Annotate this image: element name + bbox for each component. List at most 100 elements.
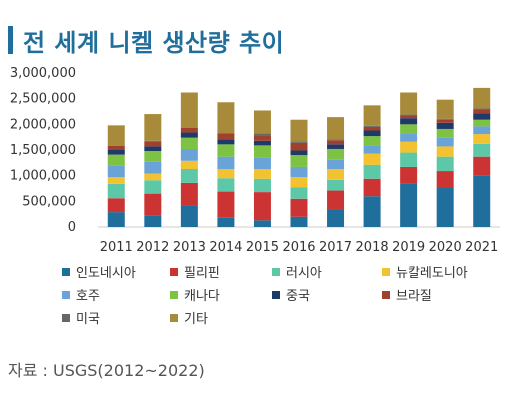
y-tick-label: 0 xyxy=(68,220,76,235)
bar-segment xyxy=(107,145,125,146)
legend-item: 러시아 xyxy=(272,262,322,281)
x-tick-label: 2018 xyxy=(356,240,389,255)
bar-segment xyxy=(290,141,308,143)
x-tick-label: 2012 xyxy=(136,240,169,255)
bar-segment xyxy=(180,137,198,149)
bar-segment xyxy=(473,134,491,144)
bar-segment xyxy=(400,92,418,115)
bar-segment xyxy=(107,198,125,213)
bar-segment xyxy=(253,220,271,227)
bar-segment xyxy=(436,171,454,188)
x-tick-label: 2020 xyxy=(429,240,462,255)
bar-segment xyxy=(253,157,271,169)
bar-segment xyxy=(400,166,418,184)
bar-segment xyxy=(107,145,125,150)
bar-segment xyxy=(180,127,198,133)
bar-segment xyxy=(473,119,491,127)
bar-segment xyxy=(363,130,381,137)
bar-segment xyxy=(107,212,125,227)
chart-title-row: 전 세계 니켈 생산량 추이 xyxy=(8,20,284,60)
x-tick-label: 2013 xyxy=(173,240,206,255)
bar-segment xyxy=(327,159,345,169)
bar-segment xyxy=(327,168,345,180)
bar-segment xyxy=(290,150,308,156)
bar-segment xyxy=(180,160,198,169)
legend-swatch xyxy=(382,267,390,276)
bar-segment xyxy=(436,128,454,138)
bar-segment xyxy=(144,161,162,174)
bar-segment xyxy=(400,124,418,134)
x-tick-label: 2011 xyxy=(100,240,133,255)
bar-segment xyxy=(363,178,381,197)
legend-item: 인도네시아 xyxy=(62,262,136,281)
bar-segment xyxy=(144,173,162,181)
legend-swatch xyxy=(170,290,178,299)
bar-segment xyxy=(107,125,125,146)
bar-segment xyxy=(290,155,308,167)
bar-segment xyxy=(253,140,271,146)
bar-segment xyxy=(473,156,491,176)
bar-segment xyxy=(400,133,418,142)
bar-segment xyxy=(473,126,491,135)
bar-segment xyxy=(473,113,491,120)
bar-segment xyxy=(290,177,308,188)
legend-label: 호주 xyxy=(76,289,100,304)
bar-segment xyxy=(144,146,162,152)
legend-item: 뉴칼레도니아 xyxy=(382,262,468,281)
bar-segment xyxy=(144,140,162,142)
bar-segment xyxy=(180,205,198,227)
bar-segment xyxy=(363,145,381,154)
bar-segment xyxy=(253,192,271,221)
legend-item: 중국 xyxy=(272,285,310,304)
bar-segment xyxy=(217,102,235,134)
bar-segment xyxy=(327,209,345,227)
bar-segment xyxy=(290,166,308,178)
legend-swatch xyxy=(170,267,178,276)
bar-segment xyxy=(400,183,418,227)
bar-segment xyxy=(473,108,491,110)
bar-segment xyxy=(290,142,308,151)
bar-segment xyxy=(363,196,381,227)
bar-segment xyxy=(217,191,235,218)
bar-segment xyxy=(436,187,454,227)
bar-segment xyxy=(180,182,198,206)
x-tick-label: 2017 xyxy=(319,240,352,255)
bar-segment xyxy=(363,153,381,165)
legend-label: 필리핀 xyxy=(184,266,220,281)
bar-segment xyxy=(253,133,271,136)
bar-segment xyxy=(180,127,198,128)
bar-segment xyxy=(400,115,418,119)
bar-segment xyxy=(436,122,454,129)
legend-label: 인도네시아 xyxy=(76,266,136,281)
bar-segment xyxy=(107,165,125,178)
legend-label: 캐나다 xyxy=(184,289,220,304)
bar-segment xyxy=(253,168,271,179)
legend-label: 뉴칼레도니아 xyxy=(396,266,468,281)
bar-segment xyxy=(180,92,198,128)
bar-segment xyxy=(180,148,198,161)
bar-segment xyxy=(436,146,454,157)
bar-segment xyxy=(400,152,418,167)
bar-segment xyxy=(436,99,454,119)
x-tick-label: 2019 xyxy=(392,240,425,255)
bar-segment xyxy=(253,178,271,193)
bar-segment xyxy=(327,140,345,145)
bar-segment xyxy=(363,105,381,126)
bar-segment xyxy=(217,133,235,140)
legend-item: 호주 xyxy=(62,285,100,304)
bar-segment xyxy=(253,135,271,141)
x-tick-label: 2014 xyxy=(209,240,242,255)
bar-segment xyxy=(290,187,308,199)
bar-segment xyxy=(107,183,125,199)
x-tick-label: 2021 xyxy=(465,240,498,255)
bar-segment xyxy=(217,217,235,227)
legend-label: 브라질 xyxy=(396,289,432,304)
bar-segment xyxy=(327,144,345,149)
bar-segment xyxy=(290,119,308,142)
bar-segment xyxy=(363,126,381,131)
legend-swatch xyxy=(272,290,280,299)
bar-segment xyxy=(217,144,235,157)
source-note: 자료 : USGS(2012~2022) xyxy=(8,361,205,380)
legend-item: 브라질 xyxy=(382,285,432,304)
bar-segment xyxy=(144,193,162,216)
